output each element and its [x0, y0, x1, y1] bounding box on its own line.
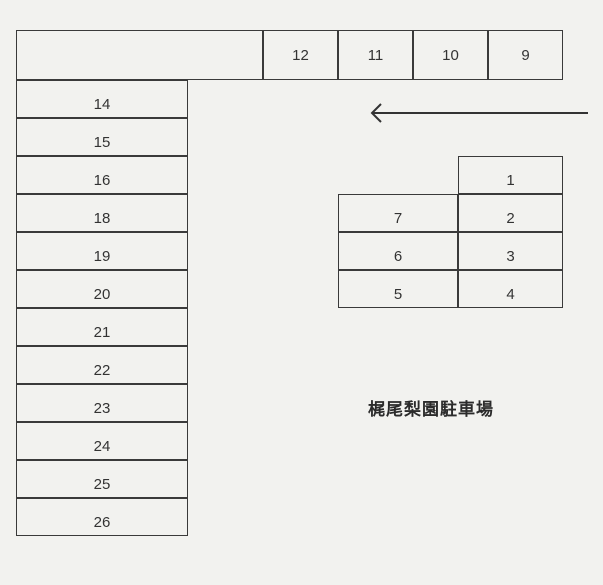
parking-space-label: 10	[442, 47, 459, 64]
parking-space-15: 15	[16, 118, 188, 156]
parking-space-23: 23	[16, 384, 188, 422]
parking-space-24: 24	[16, 422, 188, 460]
parking-space-label: 15	[94, 134, 111, 151]
parking-space-label: 3	[506, 248, 514, 265]
parking-space-label: 7	[394, 210, 402, 227]
parking-space-7: 7	[338, 194, 458, 232]
parking-space-label: 24	[94, 438, 111, 455]
parking-space-label: 12	[292, 47, 309, 64]
diagram-title: 梶尾梨園駐車場	[368, 395, 494, 420]
parking-space-label: 25	[94, 476, 111, 493]
parking-space-2: 2	[458, 194, 563, 232]
parking-space-25: 25	[16, 460, 188, 498]
parking-space-20: 20	[16, 270, 188, 308]
parking-space-12: 12	[263, 30, 338, 80]
parking-space-3: 3	[458, 232, 563, 270]
parking-space-19: 19	[16, 232, 188, 270]
parking-space-14: 14	[16, 80, 188, 118]
parking-space-label: 20	[94, 286, 111, 303]
parking-space-6: 6	[338, 232, 458, 270]
parking-space-label: 16	[94, 172, 111, 189]
parking-space-label: 9	[521, 47, 529, 64]
parking-space-21: 21	[16, 308, 188, 346]
parking-space-4: 4	[458, 270, 563, 308]
parking-space-label: 5	[394, 286, 402, 303]
parking-space-label: 2	[506, 210, 514, 227]
parking-space-label: 22	[94, 362, 111, 379]
parking-space-label: 14	[94, 96, 111, 113]
parking-space-label: 6	[394, 248, 402, 265]
parking-space-16: 16	[16, 156, 188, 194]
direction-arrow	[361, 102, 590, 124]
parking-space-10: 10	[413, 30, 488, 80]
parking-space-label: 19	[94, 248, 111, 265]
parking-space-label: 11	[368, 47, 384, 64]
parking-space-9: 9	[488, 30, 563, 80]
parking-space-label: 26	[94, 514, 111, 531]
parking-space-label: 23	[94, 400, 111, 417]
parking-space-11: 11	[338, 30, 413, 80]
parking-space-18: 18	[16, 194, 188, 232]
parking-space-label: 21	[94, 324, 111, 341]
parking-space-label: 18	[94, 210, 111, 227]
parking-space-blank	[16, 30, 263, 80]
parking-space-label: 1	[506, 172, 514, 189]
parking-space-26: 26	[16, 498, 188, 536]
parking-space-label: 4	[506, 286, 514, 303]
parking-space-1: 1	[458, 156, 563, 194]
parking-space-5: 5	[338, 270, 458, 308]
parking-space-22: 22	[16, 346, 188, 384]
